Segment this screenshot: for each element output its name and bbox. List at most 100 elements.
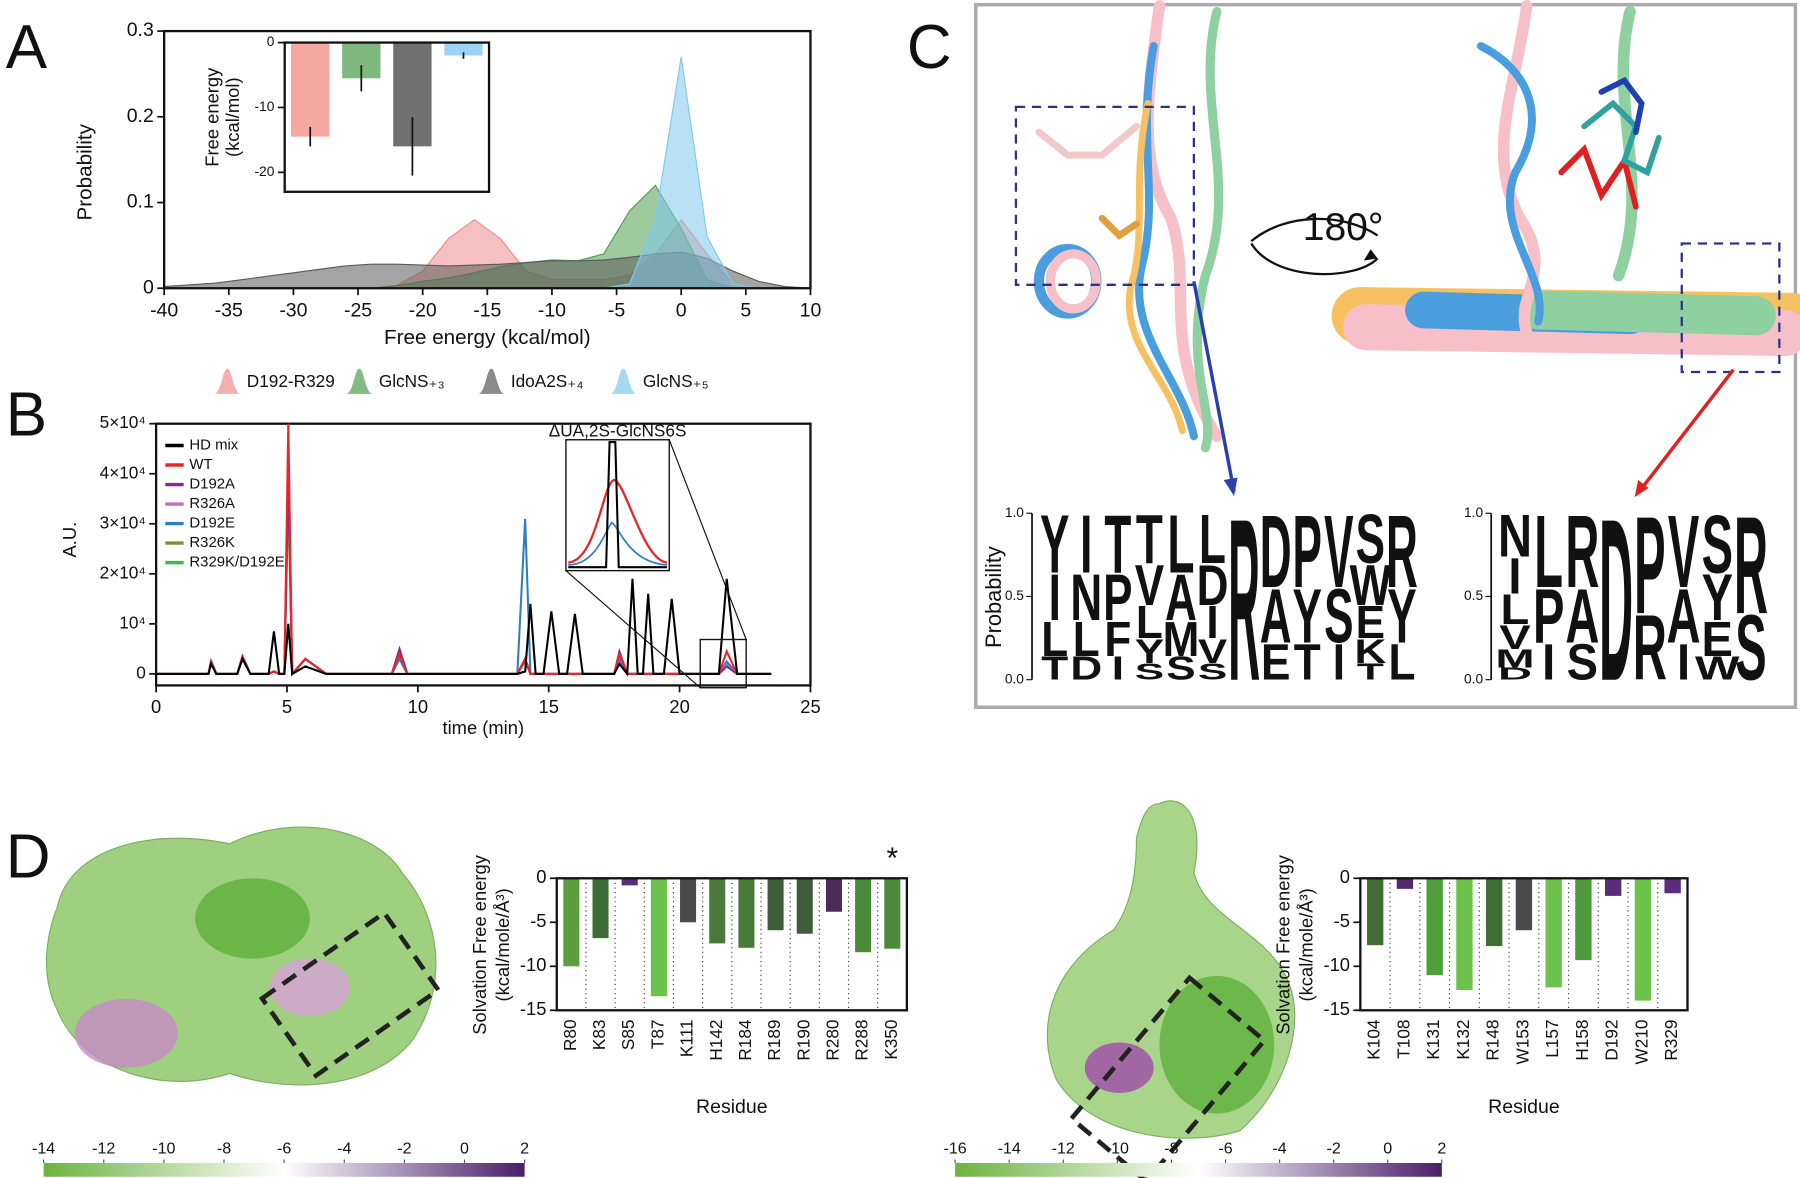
logo-letter: T xyxy=(1357,659,1385,685)
x-tick-label: H158 xyxy=(1572,1019,1592,1060)
side-chain xyxy=(1035,122,1140,159)
logo-letter: M xyxy=(1163,612,1200,667)
x-tick-label: 0 xyxy=(676,299,687,321)
x-tick-label: -6 xyxy=(277,1139,291,1157)
helix xyxy=(1518,290,1776,336)
logo-letter: I xyxy=(1080,499,1092,591)
bar xyxy=(855,878,872,953)
bar xyxy=(738,878,755,948)
x-tick-label: -10 xyxy=(152,1139,175,1157)
ribbon xyxy=(1125,99,1186,435)
logo-letter: Y xyxy=(1387,574,1416,660)
colorbar xyxy=(955,1162,1442,1177)
logo-letter: Y xyxy=(1293,574,1322,660)
logo-letter: F xyxy=(1104,612,1131,667)
ribbon xyxy=(1192,6,1224,453)
x-tick-label: R148 xyxy=(1483,1019,1503,1060)
x-tick-label: -5 xyxy=(608,299,625,321)
surface-patch xyxy=(1084,1042,1154,1093)
logo-letter: V xyxy=(1324,494,1354,610)
x-tick-label: 5 xyxy=(740,299,751,321)
y-tick-label: 4×10⁴ xyxy=(100,462,146,482)
x-tick-label: T108 xyxy=(1393,1019,1413,1058)
trace xyxy=(156,483,772,677)
ligand xyxy=(1581,99,1662,177)
surface-right xyxy=(1046,800,1296,1178)
highlight-box xyxy=(1014,105,1196,286)
logo-letter: L xyxy=(1073,612,1100,667)
logo-letter: I xyxy=(1677,634,1690,691)
arrow-head xyxy=(1634,479,1649,498)
logo-letter: L xyxy=(1136,596,1163,648)
logo-letter: S xyxy=(1735,597,1766,700)
trace xyxy=(156,423,772,677)
x-tick-label: K131 xyxy=(1423,1019,1443,1059)
bar xyxy=(1367,878,1384,946)
x-axis-label: Residue xyxy=(696,1096,768,1118)
x-tick-label: K111 xyxy=(677,1019,697,1057)
logo-letter: A xyxy=(1667,573,1701,660)
x-tick-label: -25 xyxy=(344,299,372,321)
legend-swatch xyxy=(478,368,504,394)
x-tick-label: S85 xyxy=(618,1019,638,1050)
logo-letter: L xyxy=(1388,635,1415,692)
logo-letter: E xyxy=(1356,596,1385,648)
x-tick-label: 10 xyxy=(408,696,428,717)
x-tick-label: R190 xyxy=(793,1019,813,1060)
x-tick-label: 0 xyxy=(460,1139,469,1157)
legend-label: D192E xyxy=(189,515,235,532)
logo-letter: S xyxy=(1198,659,1227,685)
y-axis-label: A.U. xyxy=(59,522,80,558)
rotation-arrow xyxy=(1250,217,1379,243)
arrow-head xyxy=(1363,249,1378,261)
x-axis-label: time (min) xyxy=(442,717,524,738)
surface-left xyxy=(45,826,442,1086)
x-tick-label: K350 xyxy=(881,1019,901,1059)
logo-letter: R xyxy=(1734,487,1768,642)
rotation-label: 180° xyxy=(1303,206,1384,249)
y-tick-label: 0.3 xyxy=(127,19,154,41)
panel-label: C xyxy=(907,13,952,82)
surface-patch xyxy=(195,878,310,959)
zoom-connector xyxy=(668,439,747,640)
legend-label: D192A xyxy=(189,475,235,492)
bar xyxy=(1456,878,1473,991)
bar xyxy=(1485,878,1503,947)
y-tick-label: 5×10⁴ xyxy=(100,412,146,432)
y-tick-label: -10 xyxy=(520,954,547,975)
x-tick-label: -10 xyxy=(1106,1139,1129,1157)
x-tick-label: R80 xyxy=(560,1019,580,1051)
logo-letter: D xyxy=(1197,552,1229,617)
x-tick-label: R184 xyxy=(735,1019,755,1061)
x-tick-label: H142 xyxy=(706,1019,726,1060)
y-tick-label: -5 xyxy=(1334,910,1350,931)
logo-letter: L xyxy=(1199,501,1226,579)
x-tick-label: K132 xyxy=(1453,1019,1473,1059)
panel-label: B xyxy=(6,380,47,449)
logo-letter: L xyxy=(1501,585,1530,634)
x-tick-label: -2 xyxy=(397,1139,411,1157)
plot-frame xyxy=(555,877,909,1012)
y-tick-label: -10 xyxy=(254,99,274,114)
y-tick-label: 0.0 xyxy=(1464,671,1483,686)
y-tick-label: 1.0 xyxy=(1005,505,1024,520)
bar xyxy=(650,878,667,997)
annotation: ΔUA,2S-GlcNS6S xyxy=(549,420,687,440)
bar xyxy=(563,878,580,967)
legend-label: HD mix xyxy=(189,436,238,453)
logo-letter: I xyxy=(1049,560,1061,634)
y-axis-label: Solvation Free energy xyxy=(469,854,490,1034)
y-tick-label: 0 xyxy=(536,866,546,887)
x-tick-label: -8 xyxy=(217,1139,231,1157)
x-tick-label: K83 xyxy=(589,1019,609,1050)
x-tick-label: W210 xyxy=(1631,1019,1651,1064)
legend-label: R326K xyxy=(189,534,235,551)
x-tick-label: -15 xyxy=(473,299,501,321)
logo-letter: T xyxy=(1294,635,1321,692)
rotation-arrow xyxy=(1250,242,1379,276)
plot-frame xyxy=(163,29,812,290)
x-tick-label: D192 xyxy=(1602,1019,1622,1060)
highlight-box xyxy=(258,909,442,1079)
legend-label: R326A xyxy=(189,495,235,512)
